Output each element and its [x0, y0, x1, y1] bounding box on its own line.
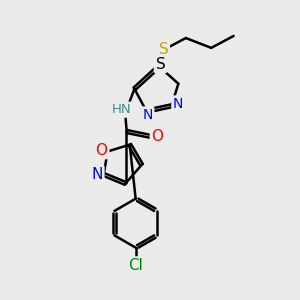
Text: S: S: [159, 43, 168, 58]
Text: N: N: [92, 167, 103, 182]
Text: Cl: Cl: [128, 258, 143, 273]
Text: HN: HN: [112, 103, 131, 116]
Text: O: O: [152, 129, 164, 144]
Text: N: N: [173, 97, 183, 111]
Text: O: O: [96, 142, 108, 158]
Text: N: N: [142, 108, 153, 122]
Text: S: S: [156, 56, 165, 71]
